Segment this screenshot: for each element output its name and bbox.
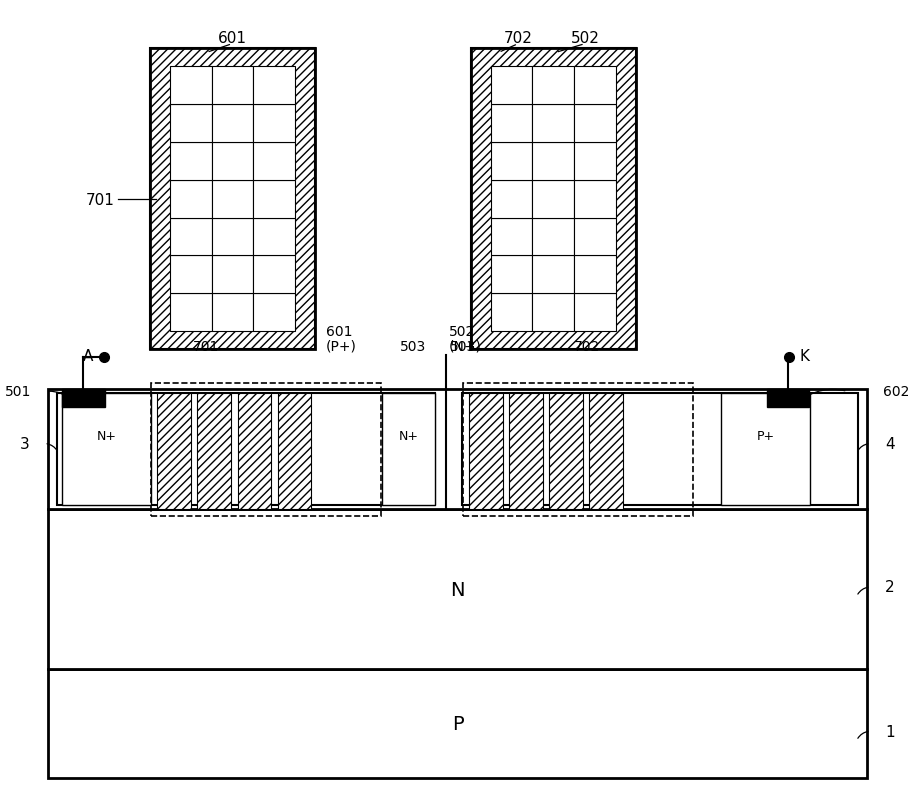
Bar — [533, 105, 574, 143]
Bar — [238, 393, 272, 510]
Text: 701: 701 — [193, 340, 220, 353]
Bar — [211, 143, 253, 181]
Bar — [253, 218, 296, 256]
Text: N+: N+ — [399, 430, 418, 442]
Bar — [170, 181, 211, 218]
Bar — [253, 256, 296, 294]
Bar — [574, 67, 616, 105]
Bar — [253, 294, 296, 332]
Text: N+: N+ — [97, 430, 116, 442]
Bar — [490, 256, 533, 294]
Text: 502: 502 — [570, 31, 599, 46]
Bar — [48, 510, 867, 670]
Bar — [490, 218, 533, 256]
Bar — [490, 143, 533, 181]
Bar — [62, 389, 105, 407]
Bar — [471, 50, 636, 349]
Text: 3: 3 — [20, 436, 30, 451]
Text: 701: 701 — [86, 193, 114, 207]
Text: 702: 702 — [574, 340, 599, 353]
Text: N: N — [109, 484, 120, 499]
Bar — [574, 294, 616, 332]
Bar — [253, 67, 296, 105]
Bar — [211, 218, 253, 256]
Bar — [574, 181, 616, 218]
Text: 602: 602 — [883, 385, 910, 399]
Bar — [721, 393, 810, 506]
Bar — [574, 256, 616, 294]
Bar — [211, 294, 253, 332]
Bar — [170, 105, 211, 143]
Bar — [471, 50, 636, 349]
Bar — [170, 294, 211, 332]
Bar — [533, 218, 574, 256]
Bar — [211, 105, 253, 143]
Bar — [62, 393, 151, 506]
Bar — [589, 393, 623, 510]
Text: 2: 2 — [885, 580, 895, 595]
Text: P+: P+ — [757, 430, 775, 442]
Bar — [253, 105, 296, 143]
Bar — [463, 383, 693, 516]
Text: 501: 501 — [5, 385, 32, 399]
Bar — [57, 393, 436, 506]
Text: N: N — [450, 580, 465, 599]
Bar — [490, 181, 533, 218]
Bar — [533, 294, 574, 332]
Bar — [574, 218, 616, 256]
Bar — [469, 393, 503, 510]
Bar — [490, 294, 533, 332]
Bar — [382, 393, 436, 506]
Text: 502
(N+): 502 (N+) — [448, 324, 481, 353]
Text: P: P — [751, 484, 760, 499]
Text: 503: 503 — [400, 340, 425, 353]
Bar — [48, 670, 867, 777]
Bar — [150, 50, 315, 349]
Bar — [533, 143, 574, 181]
Bar — [211, 256, 253, 294]
Bar — [253, 143, 296, 181]
Text: 601
(P+): 601 (P+) — [326, 324, 357, 353]
Bar — [549, 393, 583, 510]
Bar — [253, 181, 296, 218]
Bar — [574, 105, 616, 143]
Text: 1: 1 — [885, 724, 895, 739]
Bar — [170, 67, 211, 105]
Bar — [533, 256, 574, 294]
Bar — [150, 50, 315, 349]
Bar — [574, 143, 616, 181]
Bar — [170, 256, 211, 294]
Bar — [211, 181, 253, 218]
Bar — [533, 67, 574, 105]
Bar — [509, 393, 543, 510]
Bar — [277, 393, 311, 510]
Text: K: K — [800, 349, 810, 364]
Bar — [533, 181, 574, 218]
Bar — [198, 393, 231, 510]
Bar — [170, 218, 211, 256]
Text: P: P — [452, 714, 463, 733]
Text: 4: 4 — [885, 436, 895, 451]
Bar — [490, 105, 533, 143]
Text: A: A — [83, 349, 93, 364]
Bar — [490, 67, 533, 105]
Bar — [48, 389, 867, 510]
Text: 503: 503 — [450, 340, 477, 353]
Text: 702: 702 — [503, 31, 533, 46]
Bar — [157, 393, 191, 510]
Bar — [211, 67, 253, 105]
Bar — [170, 143, 211, 181]
Bar — [151, 383, 381, 516]
Bar — [462, 393, 858, 506]
Text: 601: 601 — [218, 31, 247, 46]
Bar — [767, 389, 809, 407]
